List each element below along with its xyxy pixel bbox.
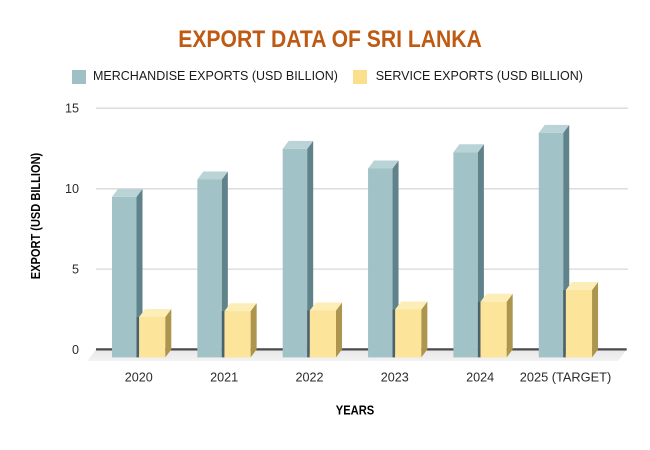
svg-text:SERVICE EXPORTS (USD BILLION): SERVICE EXPORTS (USD BILLION) bbox=[376, 69, 583, 83]
svg-text:2025 (TARGET): 2025 (TARGET) bbox=[520, 371, 612, 385]
svg-text:EXPORT DATA OF SRI LANKA: EXPORT DATA OF SRI LANKA bbox=[178, 26, 482, 53]
svg-text:2023: 2023 bbox=[381, 371, 409, 385]
svg-text:2022: 2022 bbox=[295, 371, 323, 385]
svg-text:EXPORT (USD BILLION): EXPORT (USD BILLION) bbox=[29, 153, 43, 280]
svg-text:2024: 2024 bbox=[466, 371, 494, 385]
svg-text:0: 0 bbox=[72, 343, 79, 357]
svg-text:15: 15 bbox=[65, 102, 79, 116]
svg-text:2020: 2020 bbox=[125, 371, 153, 385]
svg-text:2021: 2021 bbox=[210, 371, 238, 385]
svg-text:MERCHANDISE EXPORTS (USD BILLI: MERCHANDISE EXPORTS (USD BILLION) bbox=[93, 69, 338, 83]
svg-text:YEARS: YEARS bbox=[336, 403, 375, 417]
svg-text:10: 10 bbox=[65, 182, 79, 196]
svg-text:5: 5 bbox=[72, 263, 79, 277]
